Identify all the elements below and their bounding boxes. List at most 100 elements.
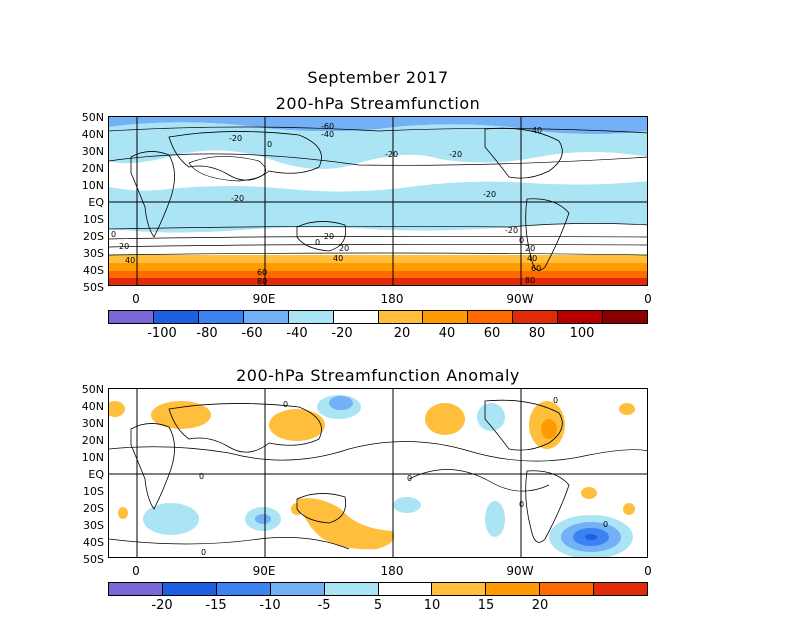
p1-contour-label: 0 [315, 238, 320, 247]
p1-contour-label: -20 [449, 150, 462, 159]
colorbar-cell [288, 311, 334, 323]
colorbar-label: -15 [205, 598, 227, 613]
colorbar-cell [333, 311, 379, 323]
australia-outline [296, 493, 347, 524]
p2-contour-label: 0 [519, 500, 524, 509]
lat-label: 50N [81, 111, 104, 124]
p1-contour-label: 40 [527, 254, 537, 263]
streamfunction-map: -60 -40 -20 -20 -20 0 -20 -20 -40 0 0 20… [108, 116, 648, 286]
colorbar-cell [270, 583, 325, 595]
colorbar-label: -10 [259, 598, 281, 613]
p1-contour-label: 20 [119, 242, 129, 251]
colorbar-label: 20 [531, 598, 549, 613]
p2-contour-label: 0 [603, 520, 608, 529]
p1-contour-label: -20 [321, 232, 334, 241]
colorbar-cell [216, 583, 271, 595]
p1-contour-label: 40 [125, 256, 135, 265]
colorbar-cell [109, 311, 154, 323]
lat-label: 10N [81, 451, 104, 464]
panel2-colorbar [108, 582, 648, 596]
lat-label: EQ [88, 196, 104, 209]
lat-label: 50S [83, 281, 104, 294]
p1-contour-label: 0 [267, 140, 272, 149]
colorbar-cell [109, 583, 163, 595]
colorbar-label: 60 [483, 326, 501, 341]
panel1-title: 200-hPa Streamfunction [275, 94, 481, 113]
panel1-colorbar [108, 310, 648, 324]
p1-contour-label: -20 [231, 194, 244, 203]
lat-label: 20S [83, 502, 104, 515]
p2-contour-label: 0 [553, 396, 558, 405]
colorbar-cell [540, 583, 595, 595]
colorbar-label: 100 [569, 326, 595, 341]
p1-contour-label: -20 [385, 150, 398, 159]
colorbar-cell [603, 311, 648, 323]
anomaly-map: 0 0 0 0 0 0 0 [108, 388, 648, 558]
colorbar-label: -60 [241, 326, 263, 341]
south-america-outline [525, 198, 570, 271]
p1-contour-label: 20 [525, 244, 535, 253]
lat-label: 40N [81, 400, 104, 413]
lon-label: 0 [644, 564, 652, 578]
lat-label: 40S [83, 536, 104, 549]
streamfunction-map-svg: -60 -40 -20 -20 -20 0 -20 -20 -40 0 0 20… [109, 117, 647, 286]
lat-label: 40S [83, 264, 104, 277]
lon-label: 0 [132, 292, 140, 306]
colorbar-cell [468, 311, 514, 323]
p1-contour-label: -20 [229, 134, 242, 143]
p1-contour-label: 80 [257, 277, 267, 286]
colorbar-label: -20 [331, 326, 353, 341]
lat-label: 10S [83, 213, 104, 226]
lon-label: 0 [132, 564, 140, 578]
colorbar-label: -5 [317, 598, 331, 613]
figure-title: September 2017 [307, 68, 449, 87]
lat-label: 30N [81, 417, 104, 430]
colorbar-cell [423, 311, 469, 323]
panel2-title: 200-hPa Streamfunction Anomaly [236, 366, 520, 385]
lon-label: 180 [380, 292, 404, 306]
anomaly-map-svg: 0 0 0 0 0 0 0 [109, 389, 647, 557]
colorbar-label: 5 [373, 598, 383, 613]
lon-label: 180 [380, 564, 404, 578]
lat-label: 40N [81, 128, 104, 141]
colorbar-label: 20 [393, 326, 411, 341]
p2-contour-label: 0 [407, 474, 412, 483]
colorbar-label: -80 [196, 326, 218, 341]
p1-contour-label: 0 [111, 230, 116, 239]
north-america-outline [484, 127, 563, 179]
lon-label: 90W [506, 564, 534, 578]
colorbar-label: -20 [151, 598, 173, 613]
p2-contour-label: 0 [201, 548, 206, 557]
p1-contour-label: 40 [333, 254, 343, 263]
lon-label: 90E [252, 564, 276, 578]
lat-label: EQ [88, 468, 104, 481]
lat-label: 10N [81, 179, 104, 192]
colorbar-label: -40 [286, 326, 308, 341]
lon-label: 90W [506, 292, 534, 306]
colorbar-cell [243, 311, 289, 323]
asia-outline [168, 403, 322, 453]
lat-label: 50N [81, 383, 104, 396]
colorbar-label: 80 [528, 326, 546, 341]
asia-outline [168, 131, 322, 181]
colorbar-cell [486, 583, 541, 595]
colorbar-label: 40 [438, 326, 456, 341]
p1-contour-label: -20 [483, 190, 496, 199]
colorbar-cell [378, 583, 433, 595]
north-america-outline [484, 399, 563, 451]
lat-label: 30N [81, 145, 104, 158]
colorbar-cell [324, 583, 379, 595]
south-america-outline [525, 470, 570, 543]
colorbar-cell [513, 311, 559, 323]
colorbar-label: 15 [477, 598, 495, 613]
p2-contour-label: 0 [199, 472, 204, 481]
lat-label: 50S [83, 553, 104, 566]
colorbar-cell [153, 311, 199, 323]
p1-contour-label: 0 [519, 236, 524, 245]
lon-label: 0 [644, 292, 652, 306]
lat-label: 20N [81, 434, 104, 447]
colorbar-cell [432, 583, 487, 595]
lat-label: 10S [83, 485, 104, 498]
lat-label: 30S [83, 247, 104, 260]
p1-contour-label: -60 [321, 122, 334, 131]
